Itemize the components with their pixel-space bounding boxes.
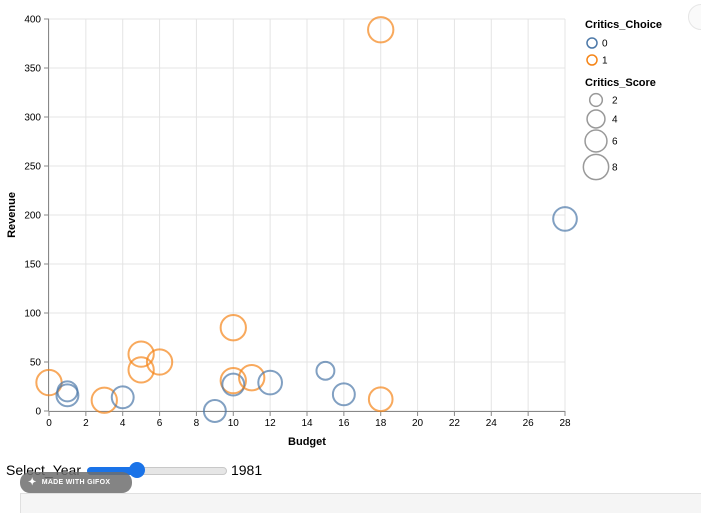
size-legend-symbol <box>582 153 610 181</box>
y-tick-label: 400 <box>24 15 41 26</box>
y-tick-label: 350 <box>24 64 41 75</box>
year-slider[interactable] <box>86 462 227 478</box>
x-tick-label: 0 <box>46 418 52 429</box>
bottom-panel <box>20 493 701 513</box>
data-point <box>367 16 395 44</box>
y-tick-label: 100 <box>24 309 41 320</box>
data-point <box>219 366 247 395</box>
y-tick-label: 50 <box>30 358 42 369</box>
x-tick-label: 14 <box>301 418 313 429</box>
data-point <box>202 399 227 423</box>
slider-thumb[interactable] <box>129 462 146 478</box>
x-tick-label: 28 <box>559 418 571 429</box>
data-point <box>257 369 283 396</box>
x-axis-title: Budget <box>288 436 326 448</box>
data-point <box>552 206 578 232</box>
data-point <box>127 356 155 384</box>
data-point <box>127 340 155 368</box>
size-legend-label: 8 <box>612 163 618 174</box>
x-tick-label: 18 <box>375 418 387 429</box>
x-tick-label: 2 <box>83 418 89 429</box>
x-tick-label: 12 <box>265 418 277 429</box>
y-axis-title: Revenue <box>6 192 18 238</box>
y-tick-label: 200 <box>24 211 41 222</box>
x-tick-label: 26 <box>523 418 535 429</box>
size-legend-title: Critics_Score <box>585 77 656 89</box>
y-tick-label: 300 <box>24 113 41 124</box>
size-legend-symbol <box>586 109 606 129</box>
color-legend-symbol <box>586 37 598 49</box>
y-tick-label: 250 <box>24 162 41 173</box>
x-tick-label: 10 <box>228 418 240 429</box>
size-legend-label: 6 <box>612 137 618 148</box>
year-value: 1981 <box>230 462 263 478</box>
data-point <box>331 382 356 407</box>
x-tick-label: 4 <box>120 418 126 429</box>
data-point <box>221 372 246 397</box>
data-point <box>238 364 266 392</box>
x-tick-label: 24 <box>486 418 498 429</box>
legend: Critics_Choice Critics_Score 0 1 2 4 6 8 <box>582 19 662 181</box>
x-tick-label: 22 <box>449 418 461 429</box>
size-legend-symbol <box>584 129 608 153</box>
size-legend-label: 4 <box>612 115 618 126</box>
size-legend-label: 2 <box>612 96 618 107</box>
grid-lines <box>48 18 566 412</box>
data-point <box>367 386 394 413</box>
data-point <box>90 386 118 414</box>
data-point <box>110 385 135 410</box>
color-legend-title: Critics_Choice <box>585 19 662 31</box>
gifox-badge-text: MADE WITH GIFOX <box>41 479 111 486</box>
axes: 0 2 4 6 8 10 12 14 16 18 20 22 24 26 28050100150200250… <box>24 15 571 430</box>
size-legend-symbol <box>588 92 604 108</box>
x-tick-label: 20 <box>412 418 424 429</box>
color-legend-label: 1 <box>602 56 608 67</box>
data-points <box>35 16 578 423</box>
x-tick-label: 8 <box>194 418 200 429</box>
data-point <box>315 360 336 381</box>
data-point <box>219 314 247 342</box>
color-legend-label: 0 <box>602 39 608 50</box>
slider-fill <box>86 467 138 475</box>
color-legend-symbol <box>586 54 598 66</box>
fox-icon: ✦ <box>28 476 37 488</box>
gifox-badge: ✦ MADE WITH GIFOX <box>20 472 132 493</box>
data-point <box>55 383 80 408</box>
data-point <box>145 348 174 376</box>
x-tick-label: 16 <box>338 418 350 429</box>
x-tick-label: 6 <box>157 418 163 429</box>
y-tick-label: 150 <box>24 260 41 271</box>
y-tick-label: 0 <box>35 407 41 418</box>
